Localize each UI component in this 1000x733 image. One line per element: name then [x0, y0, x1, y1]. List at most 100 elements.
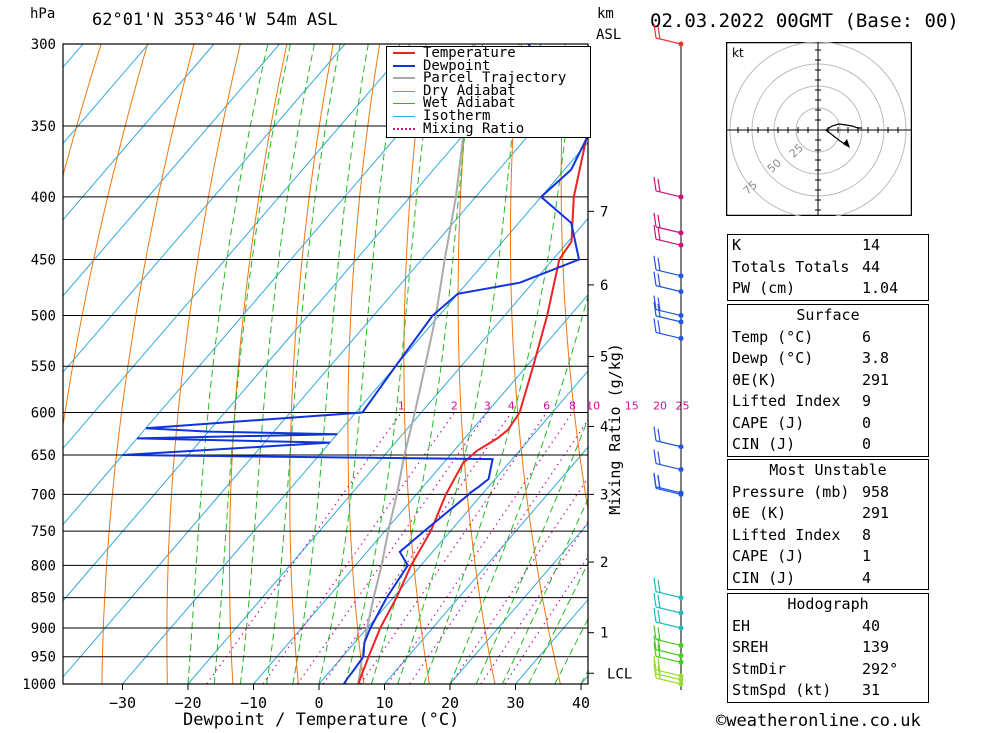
wet-adiabat-line [239, 44, 315, 684]
wind-barb-feather [657, 451, 661, 465]
temperature-tick-label: −10 [240, 694, 267, 712]
isotherm-line [63, 44, 542, 602]
wind-barb-feather [653, 607, 657, 623]
wind-barb-feather [653, 212, 657, 227]
x-axis-title: Dewpoint / Temperature (°C) [183, 710, 460, 730]
wind-barb [655, 238, 682, 246]
hodograph-unit: kt [732, 46, 744, 60]
index-label: Pressure (mb) [732, 482, 850, 501]
mixing-ratio-line [206, 412, 402, 684]
isobars [63, 43, 588, 685]
wet-adiabat-line [187, 44, 269, 684]
wind-barb-feather [657, 661, 661, 675]
index-label: CIN (J) [732, 568, 796, 587]
wind-barb-dot [678, 610, 684, 616]
wind-barb-dot [678, 242, 684, 248]
km-tick-label: LCL [607, 666, 632, 682]
pressure-unit-label: hPa [30, 6, 56, 22]
temperature-tick-label: 20 [441, 694, 459, 712]
wind-barb-feather [653, 23, 657, 39]
wind-barb-feather [653, 225, 657, 240]
mixing-ratio-label: 1 [398, 399, 405, 412]
temperature-tick-label: 0 [314, 694, 323, 712]
wind-barb-dot [678, 41, 684, 47]
wind-barb-feather [657, 320, 661, 334]
copyright-link[interactable]: ©weatheronline.co.uk [716, 711, 921, 731]
pressure-tick-label: 600 [31, 405, 56, 421]
mixing-ratio-label: 4 [508, 399, 515, 412]
wind-barb [655, 673, 682, 681]
wind-barb-feather [657, 637, 661, 651]
pressure-tick-label: 450 [31, 253, 56, 269]
index-value: 9 [862, 392, 872, 410]
wind-barb-dot [678, 335, 684, 341]
index-value: 291 [862, 504, 890, 522]
wind-barb [655, 606, 682, 614]
km-axis: 1 2 3 4 5 6 7 LCL [588, 204, 632, 682]
index-label: θE (K) [732, 504, 787, 522]
wind-barb [655, 649, 682, 657]
mixing-ratio-label: 3 [484, 399, 491, 412]
index-value: 291 [862, 370, 890, 389]
pressure-tick-label: 700 [31, 487, 56, 503]
index-value: 31 [862, 681, 881, 699]
mixing-ratio-line [480, 520, 588, 684]
km-tick-label: 2 [600, 555, 608, 571]
wind-barb-feather [653, 271, 657, 286]
isotherm-line [63, 44, 215, 221]
wind-barb-feather [653, 318, 657, 333]
wet-adiabat-line [213, 44, 291, 684]
pressure-tick-label: 300 [31, 37, 56, 53]
legend-parcel: Parcel Trajectory [387, 71, 590, 85]
wind-barb [655, 285, 682, 293]
index-value: 958 [862, 482, 890, 501]
legend-dry-adiabat: Dry Adiabat [387, 84, 590, 98]
indices-top: K 14 Totals Totals 44 PW (cm) 1.04 [727, 234, 929, 301]
wind-barb [655, 591, 682, 599]
mixing-ratio-label: 2 [451, 399, 458, 412]
wind-barb-feather [653, 659, 657, 674]
wind-barb [655, 677, 682, 685]
km-tick-label: 5 [600, 349, 608, 365]
indices-hodograph: Hodograph EH 40 SREH 139 StmDir 292° StmSpd… [727, 593, 929, 703]
wind-barb-dot [678, 642, 684, 648]
km-tick-label: 7 [600, 204, 608, 220]
wet-adiabat-line [292, 44, 369, 684]
wind-barb-dot [678, 273, 684, 279]
wind-barb-dot [678, 681, 684, 687]
pressure-tick-label: 1000 [22, 677, 56, 693]
pressure-tick-label: 650 [31, 448, 56, 464]
index-value: 139 [862, 638, 890, 656]
wind-barb-feather [657, 665, 661, 680]
wet-adiabat-line [397, 44, 523, 684]
pressure-tick-label: 850 [31, 591, 56, 607]
index-label: CAPE (J) [732, 413, 805, 432]
pressure-tick-label: 900 [31, 621, 56, 637]
pressure-tick-label: 800 [31, 558, 56, 574]
wind-barb-feather [653, 255, 657, 270]
index-label: K [732, 236, 742, 254]
isotherm-line [63, 65, 588, 678]
isotherm-line [63, 44, 280, 297]
wind-barb-feather [653, 642, 657, 657]
isotherm-line [63, 44, 346, 373]
wet-adiabat-line [501, 497, 588, 684]
wet-adiabat-line [344, 44, 436, 684]
wet-adiabat-line [318, 44, 401, 684]
index-value: 6 [862, 327, 872, 346]
index-value: 0 [862, 435, 872, 453]
wind-barb-feather [653, 577, 657, 592]
wind-barb-feather [657, 297, 661, 311]
dry-adiabat-line [289, 44, 334, 684]
index-value: 1.04 [862, 279, 899, 297]
dry-adiabat-line [937, 44, 1000, 684]
index-value: 14 [862, 236, 881, 254]
index-label: SREH [732, 638, 769, 656]
wind-barb-feather [657, 25, 661, 40]
wind-barb-dot [678, 319, 684, 325]
mixing-ratio-axis-title: Mixing Ratio (g/kg) [605, 343, 624, 515]
index-label: PW (cm) [732, 279, 796, 297]
mixing-ratio-label: 20 [653, 399, 667, 412]
wind-barb-dot [678, 659, 684, 665]
dry-adiabat-line [228, 44, 288, 684]
